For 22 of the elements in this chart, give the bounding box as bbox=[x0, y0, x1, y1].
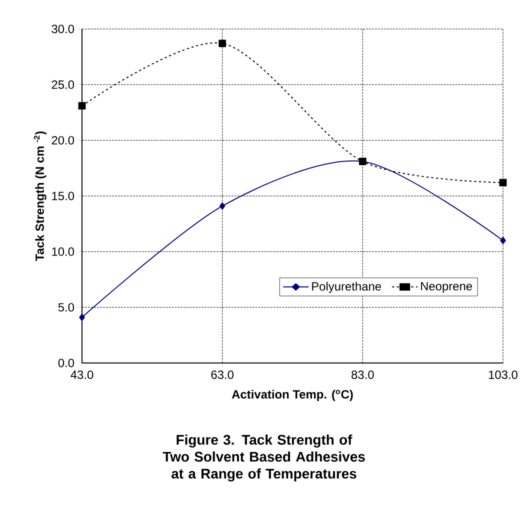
point bbox=[79, 314, 85, 322]
y-tick-label: 30.0 bbox=[52, 24, 74, 34]
point bbox=[78, 102, 86, 110]
x-axis-title: Activation Temp. ($^{o}$C) bbox=[232, 390, 353, 401]
x-tick-label: 83.0 bbox=[352, 370, 374, 379]
y-tick-label: 20.0 bbox=[52, 136, 74, 145]
x-tick-label: 43.0 bbox=[70, 370, 94, 379]
x-tick-label: 103.0 bbox=[488, 370, 518, 379]
y-tick-label: 5.0 bbox=[58, 303, 74, 312]
point bbox=[499, 178, 507, 186]
y-tick-label: 25.0 bbox=[52, 80, 74, 89]
caption: Figure 3. Tack Strength of Two Solvent Based Adhesives at a Range of Temperatures bbox=[162, 434, 365, 482]
legend-label: Neoprene bbox=[421, 282, 472, 293]
point bbox=[218, 40, 226, 48]
y-axis-title: Tack Strength (N cm $^{-2}$) bbox=[34, 131, 46, 261]
y-tick-label: 0.0 bbox=[58, 358, 74, 368]
y-tick-label: 15.0 bbox=[52, 192, 74, 200]
y-tick-label: 10.0 bbox=[52, 247, 74, 256]
x-tick-label: 63.0 bbox=[211, 370, 234, 379]
point bbox=[500, 236, 506, 244]
legend-label: Polyurethane bbox=[312, 282, 382, 293]
point bbox=[219, 202, 226, 210]
